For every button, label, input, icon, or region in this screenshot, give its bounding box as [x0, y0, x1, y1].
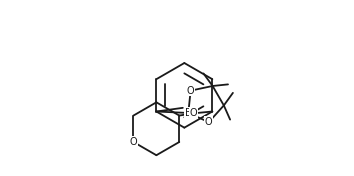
Text: B: B	[185, 108, 192, 118]
Text: O: O	[189, 108, 197, 118]
Text: O: O	[187, 86, 194, 96]
Text: O: O	[130, 137, 137, 147]
Text: O: O	[205, 117, 213, 127]
